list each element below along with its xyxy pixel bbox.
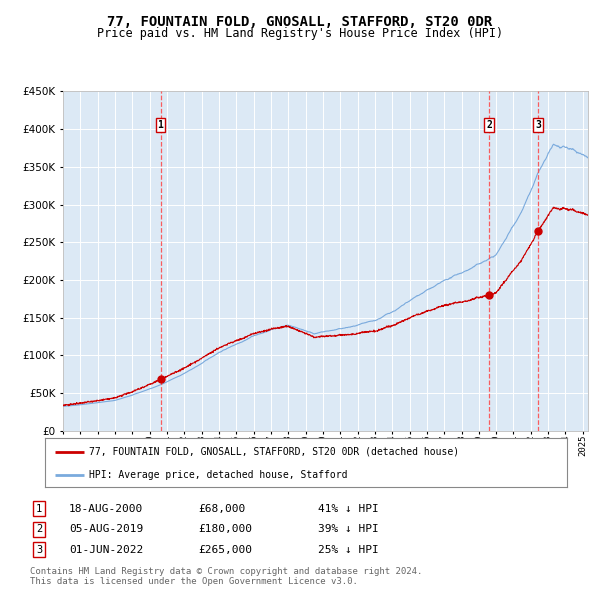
Text: 1: 1 — [158, 120, 163, 130]
Text: £265,000: £265,000 — [198, 545, 252, 555]
Text: 05-AUG-2019: 05-AUG-2019 — [69, 525, 143, 534]
Text: Contains HM Land Registry data © Crown copyright and database right 2024.: Contains HM Land Registry data © Crown c… — [30, 567, 422, 576]
Text: £68,000: £68,000 — [198, 504, 245, 513]
Text: This data is licensed under the Open Government Licence v3.0.: This data is licensed under the Open Gov… — [30, 577, 358, 586]
Text: 3: 3 — [36, 545, 42, 555]
Text: 1: 1 — [36, 504, 42, 513]
Text: 18-AUG-2000: 18-AUG-2000 — [69, 504, 143, 513]
Text: 77, FOUNTAIN FOLD, GNOSALL, STAFFORD, ST20 0DR (detached house): 77, FOUNTAIN FOLD, GNOSALL, STAFFORD, ST… — [89, 447, 460, 457]
Text: 39% ↓ HPI: 39% ↓ HPI — [318, 525, 379, 534]
Text: 01-JUN-2022: 01-JUN-2022 — [69, 545, 143, 555]
Text: 41% ↓ HPI: 41% ↓ HPI — [318, 504, 379, 513]
Text: Price paid vs. HM Land Registry's House Price Index (HPI): Price paid vs. HM Land Registry's House … — [97, 27, 503, 40]
Text: 25% ↓ HPI: 25% ↓ HPI — [318, 545, 379, 555]
Text: 2: 2 — [36, 525, 42, 534]
Text: HPI: Average price, detached house, Stafford: HPI: Average price, detached house, Staf… — [89, 470, 348, 480]
Text: 2: 2 — [486, 120, 492, 130]
Text: 77, FOUNTAIN FOLD, GNOSALL, STAFFORD, ST20 0DR: 77, FOUNTAIN FOLD, GNOSALL, STAFFORD, ST… — [107, 15, 493, 29]
Text: £180,000: £180,000 — [198, 525, 252, 534]
Text: 3: 3 — [535, 120, 541, 130]
